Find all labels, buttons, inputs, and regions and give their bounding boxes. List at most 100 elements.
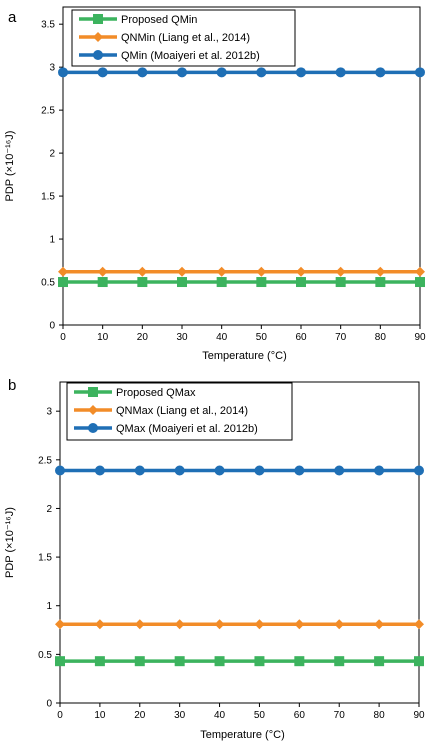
y-tick-label: 3	[46, 407, 52, 418]
data-point	[414, 465, 424, 476]
plot-frame	[59, 381, 420, 704]
data-point	[375, 266, 386, 277]
y-axis-title: PDP (×10⁻¹⁶J)	[4, 507, 16, 578]
data-point	[134, 656, 145, 667]
legend-marker	[88, 387, 98, 397]
data-point	[335, 277, 346, 288]
plot-frame	[62, 6, 421, 326]
data-point	[294, 656, 305, 667]
data-point	[296, 67, 306, 78]
data-point	[174, 619, 185, 630]
data-point	[55, 619, 65, 630]
data-point	[256, 266, 267, 277]
series-2	[58, 67, 425, 78]
data-point	[294, 465, 305, 476]
data-point	[334, 465, 345, 476]
y-axis-title: PDP (×10⁻¹⁶J)	[4, 131, 16, 202]
x-tick-label: 80	[375, 332, 387, 343]
legend-entry: QNMin (Liang et al., 2014)	[79, 32, 250, 44]
x-tick-label: 40	[216, 332, 228, 343]
x-tick-label: 50	[254, 710, 266, 721]
data-point	[216, 266, 227, 277]
y-tick-label: 1	[49, 235, 55, 246]
y-tick-label: 3	[49, 63, 55, 74]
x-tick-label: 0	[60, 332, 66, 343]
legend-entry: QNMax (Liang et al., 2014)	[74, 405, 248, 417]
data-point	[214, 656, 225, 667]
data-point	[216, 67, 227, 78]
legend-label: QMin (Moaiyeri et al. 2012b)	[121, 50, 260, 62]
panel-label-b: b	[8, 377, 16, 394]
series-1	[58, 266, 425, 277]
y-tick-label: 0.5	[38, 650, 52, 661]
data-point	[177, 266, 187, 277]
data-point	[174, 656, 185, 667]
y-tick-label: 1.5	[38, 553, 52, 564]
data-point	[216, 277, 227, 288]
data-point	[415, 277, 425, 288]
x-axis-title: Temperature (°C)	[200, 729, 284, 741]
x-tick-label: 90	[413, 710, 425, 721]
data-point	[296, 277, 306, 288]
data-point	[137, 266, 148, 277]
y-tick-label: 0	[46, 699, 52, 710]
data-point	[254, 656, 265, 667]
x-tick-label: 30	[176, 332, 188, 343]
legend-marker	[88, 423, 98, 433]
y-tick-label: 2.5	[38, 455, 52, 466]
x-tick-label: 10	[97, 332, 109, 343]
y-tick-label: 2	[46, 504, 52, 515]
data-point	[374, 656, 385, 667]
data-point	[58, 266, 68, 277]
data-point	[294, 619, 305, 630]
x-tick-label: 10	[94, 710, 106, 721]
legend: Proposed QMax QNMax (Liang et al., 2014) Q…	[66, 382, 293, 441]
data-point	[214, 465, 225, 476]
data-point	[94, 656, 105, 667]
data-point	[177, 277, 187, 288]
x-tick-label: 40	[214, 710, 226, 721]
series-2	[55, 465, 424, 476]
y-tick-label: 2	[49, 149, 55, 160]
data-point	[214, 619, 225, 630]
legend: Proposed QMin QNMin (Liang et al., 2014) Q…	[71, 9, 296, 67]
chart-panel-a: a 0 0.5 1 1.5 2 2.5 3 3.5 0 10 20 30 40 50 60 70 80 90 Temp…	[4, 6, 426, 362]
data-point	[134, 619, 145, 630]
legend-marker	[93, 50, 103, 60]
data-point	[415, 266, 425, 277]
x-tick-label: 70	[334, 710, 346, 721]
legend-label: Proposed QMin	[121, 14, 197, 26]
legend-entry: QMax (Moaiyeri et al. 2012b)	[74, 423, 258, 435]
legend-marker	[88, 405, 98, 415]
data-point	[97, 67, 108, 78]
x-tick-label: 60	[294, 710, 306, 721]
data-point	[55, 465, 65, 476]
legend-label: QNMin (Liang et al., 2014)	[121, 32, 250, 44]
data-point	[414, 619, 424, 630]
x-tick-label: 30	[174, 710, 186, 721]
data-point	[97, 277, 108, 288]
legend-label: QNMax (Liang et al., 2014)	[116, 405, 248, 417]
data-point	[335, 67, 346, 78]
data-point	[374, 465, 385, 476]
data-point	[254, 619, 265, 630]
x-axis-title: Temperature (°C)	[202, 350, 286, 362]
series-0	[55, 656, 424, 667]
data-point	[55, 656, 65, 667]
data-point	[415, 67, 425, 78]
legend-entry: Proposed QMax	[74, 387, 196, 399]
chart-panel-b: b00.511.522.530 10 20 30 40 50 60 70 80 90Tempera…	[4, 377, 425, 741]
data-point	[256, 67, 267, 78]
legend-marker	[93, 32, 103, 42]
data-point	[375, 67, 386, 78]
data-point	[296, 266, 306, 277]
data-point	[374, 619, 385, 630]
data-point	[137, 67, 148, 78]
data-point	[254, 465, 265, 476]
y-tick-label: 2.5	[41, 106, 55, 117]
y-tick-label: 3.5	[41, 20, 55, 31]
y-tick-label: 0	[49, 321, 55, 332]
legend-label: Proposed QMax	[116, 387, 196, 399]
data-point	[58, 277, 68, 288]
